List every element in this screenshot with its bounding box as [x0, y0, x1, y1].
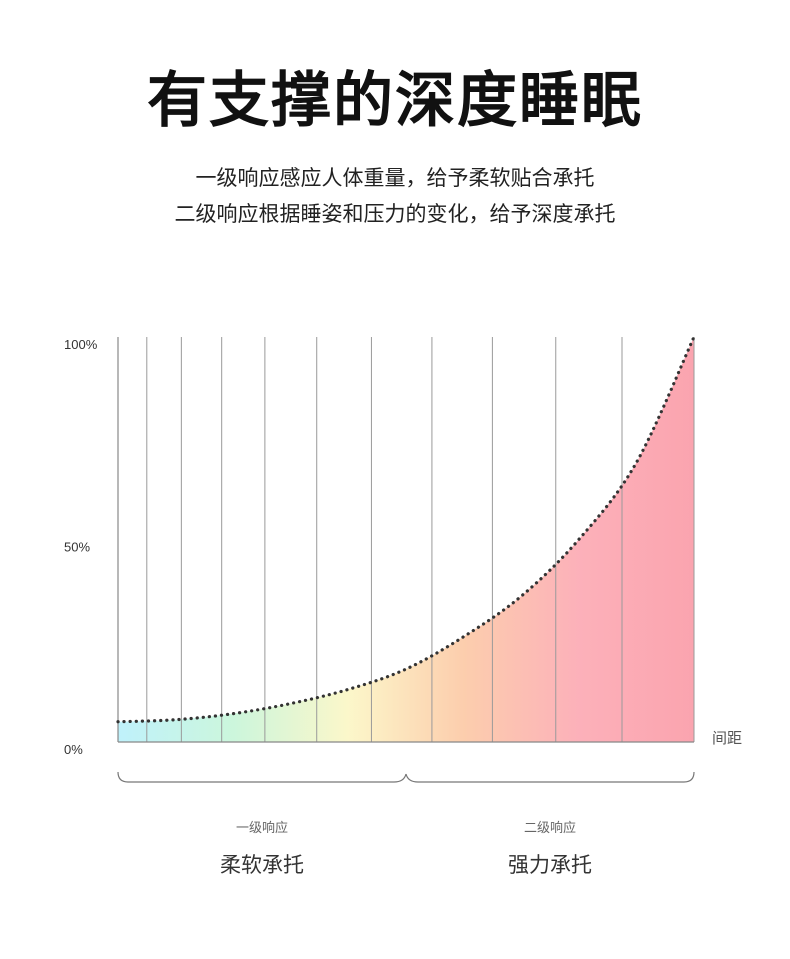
y-tick-label: 100%	[64, 337, 98, 352]
curve-layer	[116, 335, 696, 724]
area-layer	[118, 337, 694, 742]
axis-layer	[117, 337, 694, 743]
group-brace	[405, 771, 695, 783]
support-curve-line	[116, 335, 696, 724]
y-tick-label: 50%	[64, 540, 90, 555]
grid-layer	[146, 337, 695, 742]
x-axis-label: 间距	[712, 729, 742, 747]
group-level-label: 一级响应	[236, 820, 288, 836]
group-brace	[117, 771, 407, 783]
group-support-label: 柔软承托	[220, 853, 304, 877]
group-support-label: 强力承托	[508, 853, 592, 877]
group-level-label: 二级响应	[524, 820, 576, 836]
area-fill	[118, 337, 694, 742]
subtitle-line-1: 一级响应感应人体重量，给予柔软贴合承托	[195, 166, 595, 190]
tick-layer: 100% 50% 0% 间距	[64, 337, 742, 757]
subtitle-line-2: 二级响应根据睡姿和压力的变化，给予深度承托	[174, 202, 616, 226]
page-title: 有支撑的深度睡眠	[147, 66, 643, 136]
y-tick-label: 0%	[64, 742, 83, 757]
